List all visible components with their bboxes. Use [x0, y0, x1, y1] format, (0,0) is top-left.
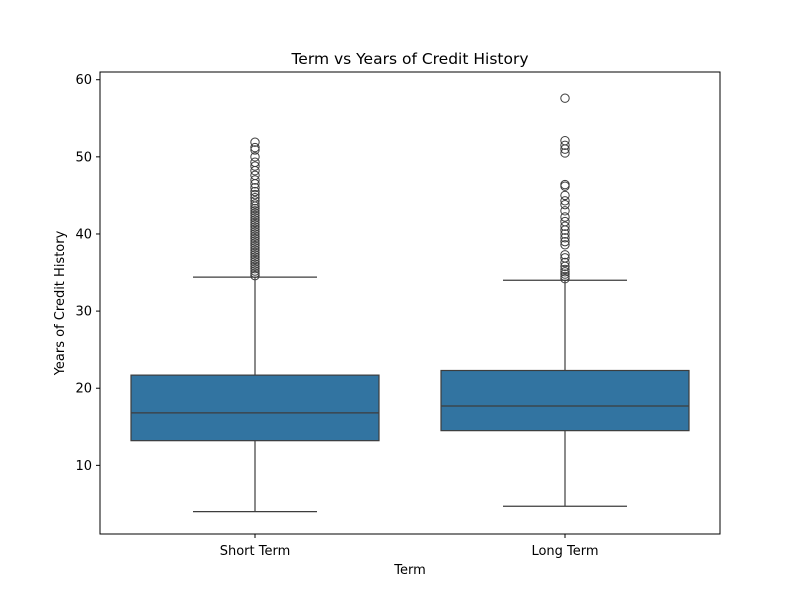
outlier-point: [560, 257, 570, 268]
outlier-point: [250, 196, 260, 206]
outlier-point: [560, 212, 570, 222]
x-axis-label: Term: [393, 563, 426, 578]
outlier-point: [560, 196, 570, 206]
outlier-point: [250, 137, 260, 147]
outlier-point: [250, 210, 260, 221]
outlier-point: [560, 135, 570, 146]
y-tick-label: 20: [75, 382, 92, 397]
outlier-point: [250, 206, 260, 216]
outlier-point: [560, 267, 570, 277]
y-tick-label: 50: [75, 150, 92, 165]
outlier-point: [560, 233, 570, 243]
x-tick-label: Short Term: [220, 544, 291, 559]
outlier-point: [560, 179, 570, 190]
y-axis: 10 20 30 40 50 60: [75, 73, 100, 474]
outlier-point: [560, 274, 570, 284]
outlier-point: [250, 208, 260, 218]
outlier-point: [250, 182, 260, 193]
outlier-point: [250, 215, 260, 225]
outlier-point: [560, 250, 570, 260]
x-axis: Short Term Long Term: [220, 534, 599, 559]
x-tick-label: Long Term: [531, 544, 598, 559]
outlier-point: [250, 257, 260, 267]
outlier-point: [560, 216, 570, 227]
outlier-point: [250, 217, 260, 228]
outlier-point: [560, 253, 570, 263]
outlier-point: [560, 206, 570, 216]
outlier-point: [250, 236, 260, 246]
outlier-point: [560, 229, 570, 239]
outlier-point: [250, 270, 260, 281]
outlier-point: [250, 268, 260, 279]
outlier-point: [560, 221, 570, 231]
outlier-point: [250, 254, 260, 265]
outlier-point: [250, 193, 260, 203]
outlier-point: [250, 145, 260, 155]
chart-title: Term vs Years of Credit History: [290, 50, 528, 68]
outlier-point: [560, 93, 570, 103]
outlier-point: [250, 266, 260, 276]
outlier-point: [250, 252, 260, 262]
outlier-point: [560, 199, 570, 210]
outlier-point: [250, 175, 260, 185]
outlier-point: [560, 264, 570, 275]
outlier-point: [250, 231, 260, 241]
outlier-point: [560, 236, 570, 247]
outlier-point: [560, 269, 570, 279]
outlier-point: [250, 240, 260, 251]
outlier-point: [250, 263, 260, 274]
outlier-point: [250, 247, 260, 258]
outlier-point: [250, 226, 260, 237]
y-tick-label: 30: [75, 305, 92, 320]
plot-area: [130, 93, 690, 513]
outlier-point: [250, 142, 260, 153]
outlier-point: [250, 245, 260, 255]
outlier-point: [560, 190, 570, 201]
outlier-point: [250, 161, 260, 171]
outlier-point: [250, 152, 260, 162]
outlier-point: [250, 222, 260, 232]
plot-frame: [99, 71, 721, 535]
outlier-point: [250, 170, 260, 181]
outlier-point: [250, 243, 260, 253]
y-axis-label: Years of Credit History: [53, 230, 68, 376]
outlier-point: [250, 213, 260, 223]
outlier-point: [250, 203, 260, 214]
y-tick-label: 10: [75, 459, 92, 474]
outlier-point: [250, 186, 260, 197]
outlier-point: [250, 238, 260, 248]
outlier-point: [250, 199, 260, 209]
iqr-box: [440, 369, 690, 432]
outlier-point: [250, 259, 260, 269]
outlier-point: [250, 233, 260, 244]
outlier-point: [560, 240, 570, 250]
box-group: [130, 137, 380, 513]
outlier-point: [560, 148, 570, 158]
y-tick-label: 40: [75, 227, 92, 242]
outlier-point: [250, 220, 260, 230]
iqr-box: [130, 374, 380, 442]
y-tick-label: 60: [75, 73, 92, 88]
outlier-point: [250, 157, 260, 167]
box-group: [440, 93, 690, 507]
outlier-point: [560, 140, 570, 150]
outlier-point: [250, 189, 260, 200]
outlier-point: [250, 250, 260, 260]
outlier-point: [250, 261, 260, 272]
outlier-point: [560, 271, 570, 282]
outlier-point: [250, 229, 260, 239]
outlier-point: [250, 224, 260, 235]
